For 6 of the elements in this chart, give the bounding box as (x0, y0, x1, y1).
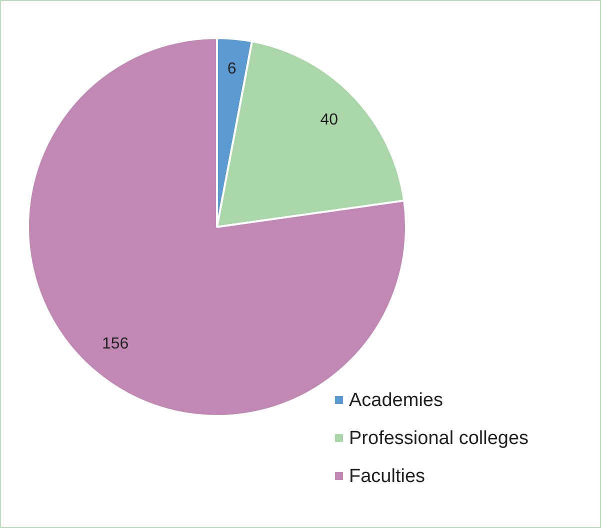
data-label: 40 (320, 111, 338, 128)
data-label: 156 (102, 335, 129, 352)
legend-label: Faculties (349, 466, 426, 488)
legend-label: Academies (349, 390, 443, 412)
data-label: 6 (227, 60, 236, 78)
legend-label: Professional colleges (349, 428, 529, 450)
